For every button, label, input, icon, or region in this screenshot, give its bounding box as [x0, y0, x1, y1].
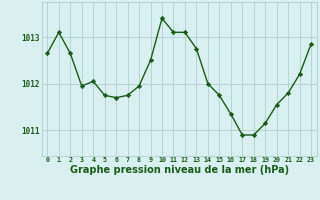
- X-axis label: Graphe pression niveau de la mer (hPa): Graphe pression niveau de la mer (hPa): [70, 165, 289, 175]
